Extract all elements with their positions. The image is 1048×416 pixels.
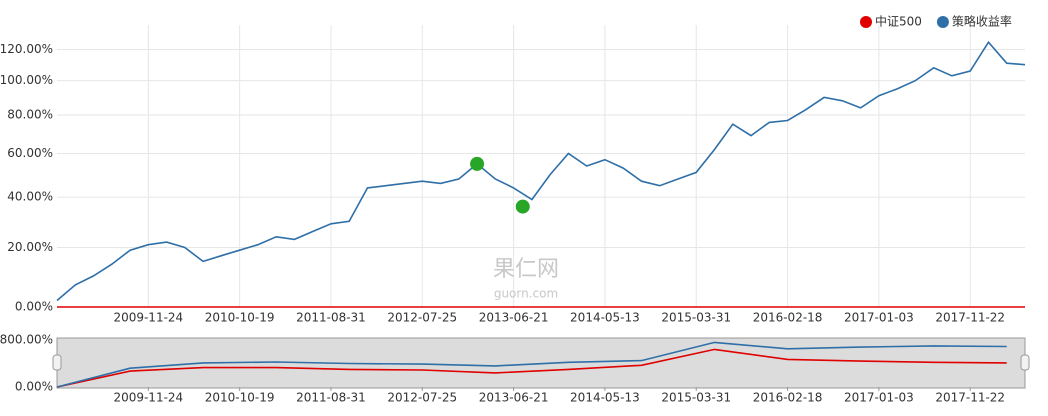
x-tick-label: 2015-03-31 [661,311,731,325]
x-tick-label: 2012-07-25 [387,311,457,325]
point-marker [470,156,485,171]
y-tick-label: 100.00% [0,73,53,87]
x-tick-label: 2010-10-19 [205,391,275,405]
x-tick-label: 2009-11-24 [113,311,183,325]
y-tick-label: 60.00% [7,146,53,160]
navigator-handle [1020,354,1030,371]
x-tick-label: 2017-01-03 [844,311,914,325]
x-tick-label: 2016-02-18 [753,311,823,325]
y-tick-label: 80.00% [7,108,53,122]
x-tick-label: 2014-05-13 [570,311,640,325]
y-tick-label: 120.00% [0,42,53,56]
x-tick-label: 2017-11-22 [935,391,1005,405]
x-tick-label: 2010-10-19 [205,311,275,325]
x-tick-label: 2009-11-24 [113,391,183,405]
y-tick-label: 800.00% [0,333,53,347]
x-tick-label: 2011-08-31 [296,311,366,325]
series-line [56,348,1007,388]
x-tick-label: 2013-06-21 [479,391,549,405]
x-tick-label: 2016-02-18 [753,391,823,405]
y-tick-label: 0.00% [15,380,53,394]
x-tick-label: 2011-08-31 [296,391,366,405]
legend-label: 中证500 [875,14,922,29]
series-line [56,40,1026,302]
x-tick-label: 2017-01-03 [844,391,914,405]
x-tick-label: 2014-05-13 [570,391,640,405]
x-tick-label: 2013-06-21 [479,311,549,325]
y-tick-label: 0.00% [15,300,53,314]
series-line [56,341,1007,388]
watermark: guorn.com [494,287,558,301]
legend-label: 策略收益率 [952,14,1012,29]
x-tick-label: 2017-11-22 [935,311,1005,325]
watermark: 果仁网 [493,257,559,282]
y-tick-label: 20.00% [7,240,53,254]
legend-symbol [860,16,872,28]
navigator-handle [52,354,62,371]
y-tick-label: 40.00% [7,190,53,204]
x-tick-label: 2015-03-31 [661,391,731,405]
x-tick-label: 2012-07-25 [387,391,457,405]
point-marker [515,199,530,214]
legend-symbol [936,16,949,28]
